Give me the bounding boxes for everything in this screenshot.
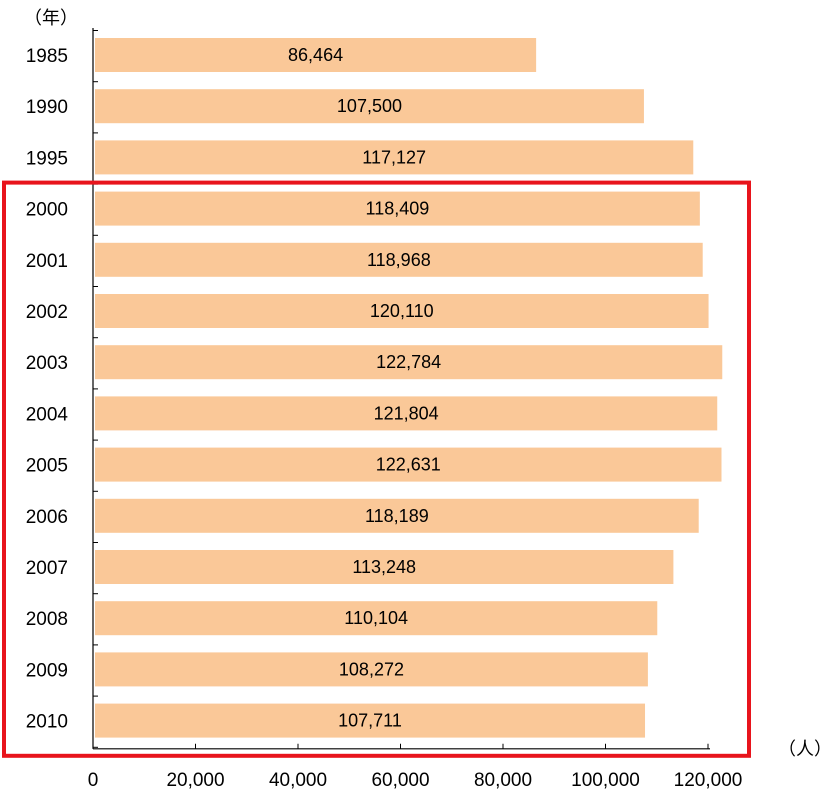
category-label-1995: 1995 <box>26 148 68 169</box>
bar-2010 <box>95 703 646 738</box>
bar-2002 <box>95 294 709 328</box>
bar-2006 <box>95 498 699 533</box>
category-label-2009: 2009 <box>26 660 68 681</box>
category-label-2000: 2000 <box>26 200 68 221</box>
category-labels-group: 1985 1990 1995 2000 2001 2002 2003 2004 2005 2006… <box>26 46 69 733</box>
highlight-box <box>2 180 751 758</box>
data-label-2004: 121,804 <box>374 403 439 423</box>
data-label-1985: 86,464 <box>288 45 343 65</box>
category-label-2003: 2003 <box>26 353 68 374</box>
bar-2007 <box>95 550 674 584</box>
data-label-1990: 107,500 <box>337 96 402 116</box>
axes-group <box>92 28 710 750</box>
x-tick-label-40000: 40,000 <box>269 770 327 791</box>
data-label-2008: 110,104 <box>344 608 408 628</box>
category-label-2001: 2001 <box>26 251 68 272</box>
category-label-2005: 2005 <box>26 456 68 477</box>
category-label-1985: 1985 <box>26 46 68 67</box>
data-label-2002: 120,110 <box>370 301 434 321</box>
data-label-2003: 122,784 <box>376 352 441 372</box>
bar-2008 <box>95 601 658 636</box>
data-label-2009: 108,272 <box>339 659 404 679</box>
bars-group <box>95 38 723 738</box>
bar-2000 <box>95 191 700 226</box>
x-tick-label-80000: 80,000 <box>474 770 532 791</box>
data-label-2010: 107,711 <box>338 711 402 731</box>
x-tick-label-100000: 100,000 <box>571 770 640 791</box>
x-tick-label-0: 0 <box>88 770 99 791</box>
data-label-2006: 118,189 <box>365 506 429 526</box>
data-label-2000: 118,409 <box>366 199 430 219</box>
x-unit-label: （人） <box>778 739 823 760</box>
data-label-2007: 113,248 <box>352 557 416 577</box>
bar-2001 <box>95 242 703 277</box>
bar-1990 <box>95 89 644 124</box>
bar-2003 <box>95 345 723 380</box>
bar-2004 <box>95 396 718 431</box>
data-label-2005: 122,631 <box>376 455 441 475</box>
bar-2009 <box>95 652 648 687</box>
x-tick-label-60000: 60,000 <box>371 770 429 791</box>
x-tick-labels-group: 0 20,000 40,000 60,000 80,000 100,000 120,000 <box>88 770 743 791</box>
category-label-2002: 2002 <box>26 302 68 323</box>
category-label-2004: 2004 <box>26 404 69 425</box>
category-label-2008: 2008 <box>26 609 68 630</box>
x-tick-label-20000: 20,000 <box>166 770 224 791</box>
data-label-1995: 117,127 <box>362 147 426 167</box>
x-tick-label-120000: 120,000 <box>674 770 743 791</box>
category-label-1990: 1990 <box>26 97 68 118</box>
data-label-2001: 118,968 <box>367 250 431 270</box>
data-labels-group: 86,464 107,500 117,127 118,409 118,968 120,11… <box>288 45 441 731</box>
bar-1985 <box>95 38 537 72</box>
bar-2005 <box>95 447 722 482</box>
category-label-2007: 2007 <box>26 558 68 579</box>
category-label-2006: 2006 <box>26 507 68 528</box>
bar-1995 <box>95 140 694 175</box>
y-unit-label: （年） <box>24 8 78 29</box>
category-label-2010: 2010 <box>26 712 68 733</box>
